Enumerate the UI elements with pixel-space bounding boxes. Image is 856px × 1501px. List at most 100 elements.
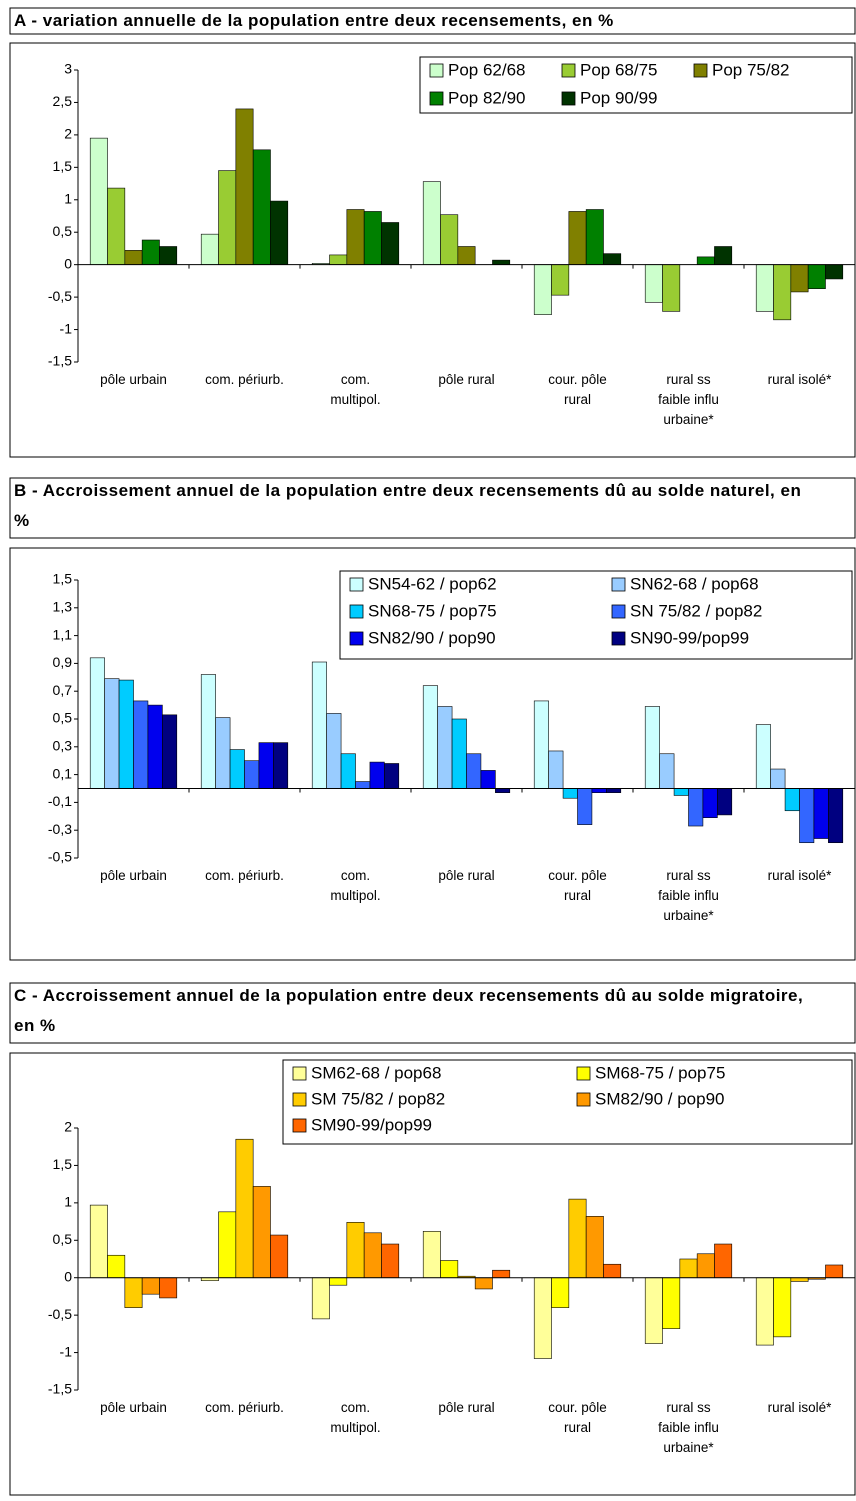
bar [218, 1211, 237, 1279]
x-tick-label: rural ss faible influ urbaine* [658, 868, 719, 923]
legend-swatch [611, 577, 626, 592]
legend-frame [282, 1059, 853, 1145]
x-tick-label-box: com. multipol. [330, 868, 381, 903]
x-tick-label-box: rural ss faible influ urbaine* [658, 372, 719, 427]
x-tick-label-box: com. périurb. [205, 372, 284, 387]
bar [363, 211, 382, 265]
x-tick-label: com. périurb. [205, 372, 284, 387]
bar [244, 760, 260, 789]
bar [702, 788, 718, 818]
legend-label: Pop 68/75 [580, 60, 658, 79]
bar [229, 749, 245, 789]
y-tick-label: 0,9 [53, 654, 73, 670]
bar [89, 137, 108, 265]
bar [273, 742, 289, 789]
x-tick-label-box: pôle urbain [100, 1400, 167, 1415]
bar [141, 239, 160, 265]
y-tick-label: 2,5 [53, 93, 73, 109]
legend-label: Pop 90/99 [580, 88, 658, 107]
bar [440, 214, 459, 265]
y-tick-label: -1,5 [48, 1381, 72, 1397]
y-tick-label: -1 [60, 320, 73, 336]
x-tick-label-box: rural isolé* [768, 372, 832, 387]
x-tick-label: com. multipol. [330, 868, 381, 903]
bar [773, 264, 792, 321]
y-tick-label: 0,3 [53, 738, 73, 754]
x-tick-label-box: com. multipol. [330, 372, 381, 407]
x-tick-label: rural isolé* [767, 868, 832, 883]
x-tick-label-box: rural isolé* [767, 868, 832, 883]
y-tick-label: 1 [64, 1194, 72, 1210]
y-tick-label: 0,5 [53, 1231, 73, 1247]
title-frame [9, 982, 856, 1044]
bar [363, 1232, 382, 1279]
bar [696, 256, 715, 265]
legend-swatch [611, 604, 626, 619]
bar [89, 1204, 108, 1279]
x-tick-label-box: com. multipol. [330, 1400, 380, 1435]
legend-label: SN54-62 / pop62 [368, 574, 497, 593]
y-tick-label: 1,5 [53, 571, 73, 587]
y-tick-label: 1,3 [53, 599, 73, 615]
x-tick-label: rural ss faible influ urbaine* [658, 372, 719, 427]
chart-frame [9, 42, 856, 458]
bar [813, 788, 829, 839]
chart-title: A - variation annuelle de la population … [14, 11, 614, 30]
bar [533, 1277, 552, 1359]
y-tick-label: 0,5 [53, 223, 73, 239]
bar [422, 685, 438, 789]
bar [474, 1277, 493, 1290]
x-tick-label: pôle urbain [100, 1400, 167, 1415]
bar [270, 200, 289, 265]
chart-title: B - Accroissement annuel de la populatio… [14, 481, 802, 530]
x-tick-label-box: com. périurb. [205, 868, 284, 883]
bar [755, 1277, 774, 1346]
bar [326, 713, 342, 789]
bar [825, 1264, 844, 1279]
bar [159, 246, 178, 265]
x-tick-label: pôle urbain [100, 868, 167, 883]
bar [495, 788, 511, 793]
y-tick-label: 3 [64, 61, 72, 77]
y-tick-label: 2 [64, 126, 72, 142]
x-tick-label: com. périurb. [205, 868, 284, 883]
chart-title-box: B - Accroissement annuel de la populatio… [14, 481, 802, 530]
legend-label: SM90-99/pop99 [311, 1115, 432, 1134]
bar [662, 1277, 681, 1329]
bar [235, 108, 254, 265]
bar [162, 714, 178, 789]
y-tick-label: -0,3 [48, 821, 72, 837]
bar [807, 264, 826, 289]
y-tick-label: -0,1 [48, 793, 72, 809]
x-tick-label: pôle rural [438, 868, 495, 883]
bar [235, 1138, 254, 1279]
bar [714, 1243, 733, 1279]
bar [384, 763, 400, 789]
x-tick-label: com. multipol. [330, 372, 381, 407]
x-tick-label: com. périurb. [205, 1400, 284, 1415]
bar [104, 678, 120, 789]
y-tick-label: 1,5 [53, 1156, 73, 1172]
bar [492, 259, 511, 265]
y-tick-label: -1,5 [48, 353, 72, 369]
legend-swatch [349, 631, 364, 646]
bar [346, 209, 365, 265]
bar [533, 264, 552, 315]
bar [422, 181, 441, 265]
legend-label: SN68-75 / pop75 [368, 601, 497, 620]
legend-swatch [561, 63, 576, 78]
bar [311, 1277, 330, 1320]
legend-swatch [292, 1092, 307, 1107]
bar [369, 761, 385, 789]
bar [790, 1277, 809, 1282]
x-tick-label-box: cour. pôle rural [548, 868, 607, 903]
x-tick-label-box: cour. pôle rural [548, 372, 607, 407]
bar [755, 264, 774, 312]
bar [200, 233, 219, 265]
bar [644, 706, 660, 789]
bar [492, 1269, 511, 1279]
bar [329, 1277, 348, 1286]
y-tick-label: -0,5 [48, 849, 72, 865]
bar [770, 768, 786, 789]
x-tick-label-box: rural ss faible influ urbaine* [658, 868, 719, 923]
